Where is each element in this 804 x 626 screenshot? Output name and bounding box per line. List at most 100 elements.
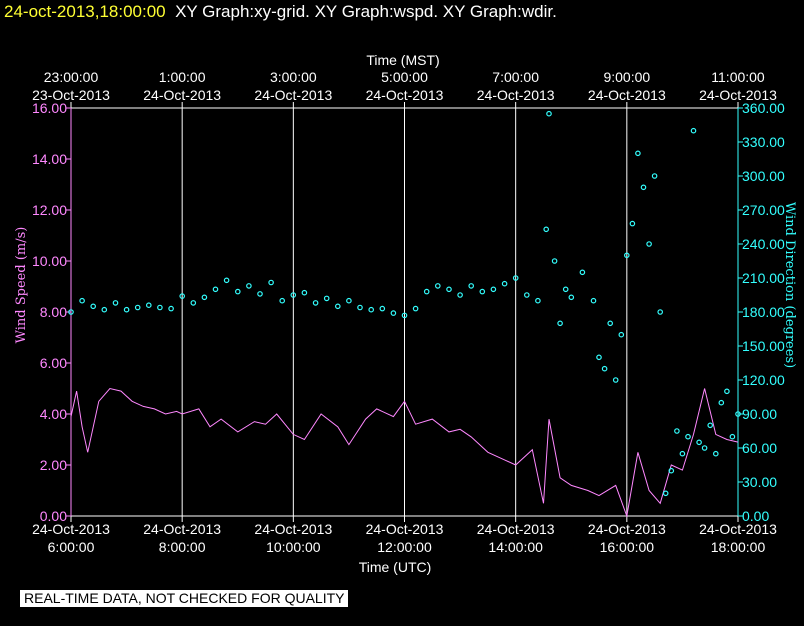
wdir-point xyxy=(551,258,558,264)
bottom-tick-date: 24-Oct-2013 xyxy=(477,521,555,537)
bottom-tick-date: 24-Oct-2013 xyxy=(254,521,332,537)
graph-title: 24-oct-2013,18:00:00 XY Graph:xy-grid. X… xyxy=(4,2,557,22)
right-tick-label: 270.00 xyxy=(742,202,785,218)
wdir-point xyxy=(523,292,530,298)
wdir-point xyxy=(379,305,386,312)
right-tick-label: 120.00 xyxy=(742,372,785,388)
wdir-point xyxy=(501,280,508,287)
wdir-point xyxy=(346,297,352,304)
top-tick-date: 24-Oct-2013 xyxy=(477,87,555,103)
wdir-point xyxy=(423,288,430,295)
wdir-point xyxy=(490,286,497,293)
right-tick-label: 210.00 xyxy=(742,270,785,286)
right-tick-label: 330.00 xyxy=(742,134,785,150)
wspd-line xyxy=(70,387,739,518)
wdir-point xyxy=(651,173,658,179)
wdir-point xyxy=(696,439,702,446)
wdir-point xyxy=(640,184,647,191)
tick-labels: 24-Oct-2013 6:00:00 24-Oct-2013 8:00:00 24-O… xyxy=(32,69,785,555)
wdir-point xyxy=(368,306,375,313)
wdir-point xyxy=(712,450,719,457)
wdir-point xyxy=(568,294,575,301)
wdir-point xyxy=(268,279,274,286)
wdir-point xyxy=(685,433,691,440)
bottom-tick-date: 24-Oct-2013 xyxy=(699,521,777,537)
right-tick-label: 150.00 xyxy=(742,338,785,354)
wdir-point xyxy=(668,467,675,474)
top-tick-date: 24-Oct-2013 xyxy=(588,87,666,103)
wdir-point xyxy=(123,306,130,313)
top-tick-date: 24-Oct-2013 xyxy=(366,87,444,103)
wdir-point xyxy=(212,286,219,293)
wdir-point xyxy=(546,110,552,117)
wdir-point xyxy=(535,297,541,304)
bottom-tick-date: 24-Oct-2013 xyxy=(143,521,221,537)
quality-warning-label: REAL-TIME DATA, NOT CHECKED FOR QUALITY xyxy=(20,590,349,607)
wdir-point xyxy=(257,291,263,297)
bottom-tick-time: 14:00:00 xyxy=(488,539,543,555)
wdir-point xyxy=(190,300,197,306)
bottom-tick-time: 10:00:00 xyxy=(266,539,321,555)
top-tick-time: 7:00:00 xyxy=(492,69,539,85)
wdir-point xyxy=(90,303,97,310)
wdir-point xyxy=(101,306,108,313)
left-tick-label: 8.00 xyxy=(40,304,67,320)
right-tick-label: 60.00 xyxy=(742,440,777,456)
wdir-point xyxy=(590,297,597,304)
top-tick-date: 23-Oct-2013 xyxy=(32,87,110,103)
top-axis-label: Time (MST) xyxy=(366,52,439,68)
wdir-point xyxy=(674,428,680,434)
bottom-tick-time: 8:00:00 xyxy=(159,539,206,555)
right-tick-label: 300.00 xyxy=(742,168,785,184)
wdir-point xyxy=(468,283,475,289)
top-tick-time: 23:00:00 xyxy=(44,69,99,85)
right-tick-label: 90.00 xyxy=(742,406,777,422)
wdir-point xyxy=(579,269,586,276)
bottom-tick-date: 24-Oct-2013 xyxy=(32,521,110,537)
wdir-point xyxy=(512,275,519,281)
wdir-point xyxy=(390,310,397,316)
bottom-tick-date: 24-Oct-2013 xyxy=(588,521,666,537)
bottom-axis-label: Time (UTC) xyxy=(359,559,432,575)
wdir-point xyxy=(79,297,85,304)
right-tick-label: 30.00 xyxy=(742,474,777,490)
chart-marks xyxy=(68,110,741,518)
wdir-point xyxy=(607,320,614,327)
top-tick-date: 24-Oct-2013 xyxy=(699,87,777,103)
bottom-tick-time: 16:00:00 xyxy=(600,539,655,555)
wdir-point xyxy=(735,411,741,417)
top-tick-time: 1:00:00 xyxy=(159,69,206,85)
wdir-point xyxy=(690,127,697,134)
left-tick-label: 2.00 xyxy=(40,457,67,473)
bottom-tick-time: 18:00:00 xyxy=(711,539,766,555)
wdir-point xyxy=(134,304,141,311)
left-tick-label: 12.00 xyxy=(32,202,67,218)
wdir-point xyxy=(235,288,241,295)
wdir-point xyxy=(334,303,341,310)
left-tick-label: 14.00 xyxy=(32,151,67,167)
bottom-tick-time: 6:00:00 xyxy=(48,539,95,555)
wdir-point xyxy=(112,300,119,306)
wdir-point xyxy=(434,283,441,289)
wdir-point xyxy=(562,286,569,293)
wdir-point xyxy=(657,309,664,315)
wdir-point xyxy=(618,331,625,338)
top-tick-date: 24-Oct-2013 xyxy=(254,87,332,103)
wdir-point xyxy=(646,241,652,247)
wdir-point xyxy=(662,490,669,497)
top-tick-time: 5:00:00 xyxy=(381,69,428,85)
right-axis-label: Wind Direction (degrees) xyxy=(782,202,797,368)
wdir-point xyxy=(357,304,363,311)
bottom-tick-time: 12:00:00 xyxy=(377,539,432,555)
wdir-point xyxy=(279,297,286,304)
timestamp-label: 24-oct-2013,18:00:00 xyxy=(4,2,166,21)
wdir-point xyxy=(457,292,463,298)
left-tick-label: 6.00 xyxy=(40,355,67,371)
wdir-point xyxy=(179,293,186,299)
wdir-point xyxy=(724,388,730,395)
wdir-point xyxy=(401,312,408,319)
right-tick-label: 180.00 xyxy=(742,304,785,320)
right-tick-label: 360.00 xyxy=(742,100,785,116)
wdir-point xyxy=(718,399,725,406)
wdir-point xyxy=(157,304,163,311)
